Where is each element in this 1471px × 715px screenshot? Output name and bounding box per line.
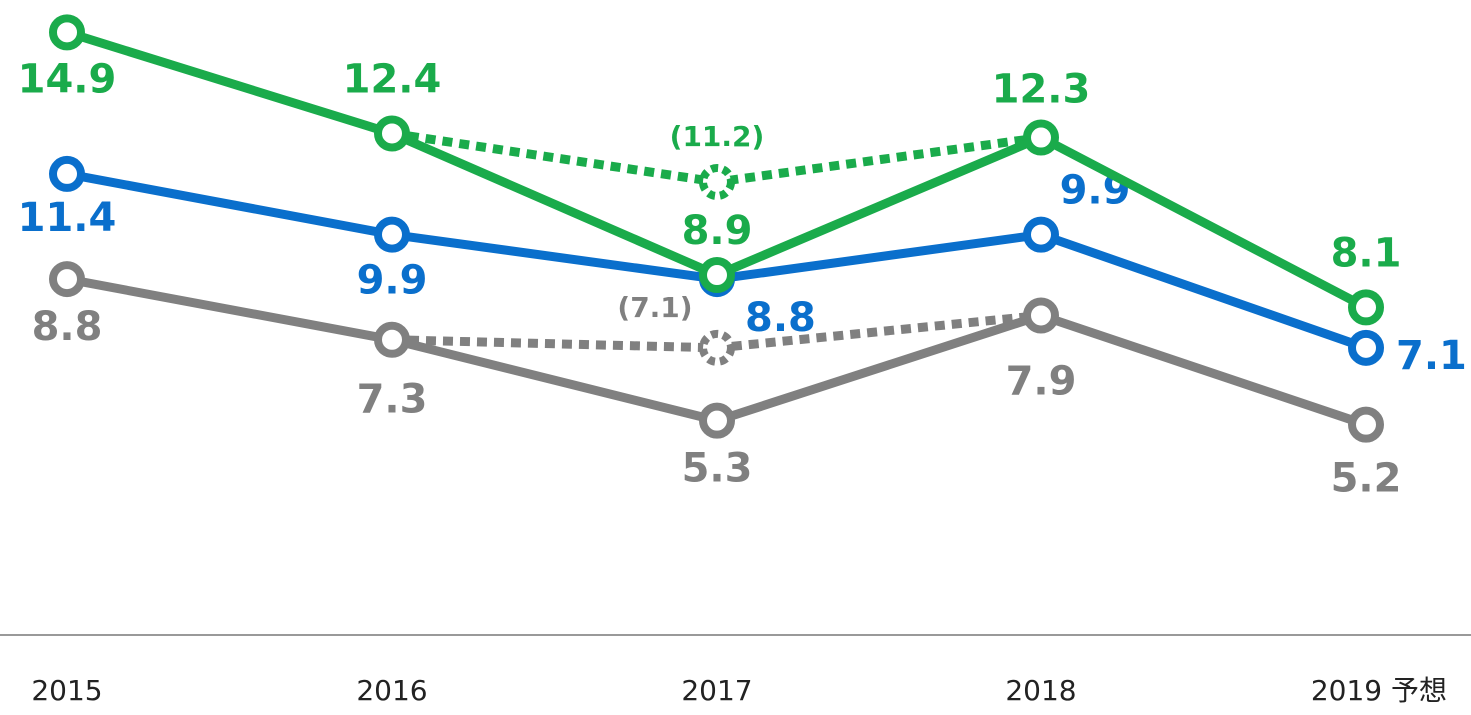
data-label: 7.3 — [357, 377, 428, 423]
data-label: 14.9 — [18, 56, 117, 102]
data-label: (7.1) — [617, 291, 692, 324]
data-label: (11.2) — [670, 120, 765, 153]
data-label: 5.2 — [1331, 456, 1402, 502]
data-label: 7.1 — [1396, 333, 1467, 379]
point — [374, 321, 410, 358]
data-label: 9.9 — [357, 258, 428, 304]
point — [699, 329, 735, 366]
point — [374, 115, 410, 152]
point — [49, 14, 85, 51]
x-tick-label: 2018 — [1005, 674, 1076, 707]
point — [1023, 297, 1059, 334]
data-label: 12.4 — [343, 56, 442, 102]
data-label: 8.8 — [745, 295, 816, 341]
data-label: 11.4 — [18, 195, 117, 241]
point — [1348, 289, 1384, 326]
point — [1348, 406, 1384, 443]
data-label: 5.3 — [682, 446, 753, 492]
data-label: 8.8 — [32, 304, 103, 350]
data-label: 8.1 — [1331, 230, 1402, 276]
point — [1023, 216, 1059, 253]
x-tick-label: 2017 — [681, 674, 752, 707]
x-tick-label: 2016 — [356, 674, 427, 707]
data-label: 12.3 — [992, 67, 1091, 113]
x-tick-label: 2015 — [31, 674, 102, 707]
point — [699, 257, 735, 294]
point — [1023, 119, 1059, 156]
x-tick-label: 2019 予想 — [1311, 674, 1447, 707]
data-label: 8.9 — [682, 208, 753, 254]
point — [1348, 329, 1384, 366]
point — [374, 216, 410, 253]
point — [699, 402, 735, 439]
data-label: 7.9 — [1006, 358, 1077, 404]
point — [49, 155, 85, 192]
point — [699, 164, 735, 201]
point — [49, 261, 85, 298]
